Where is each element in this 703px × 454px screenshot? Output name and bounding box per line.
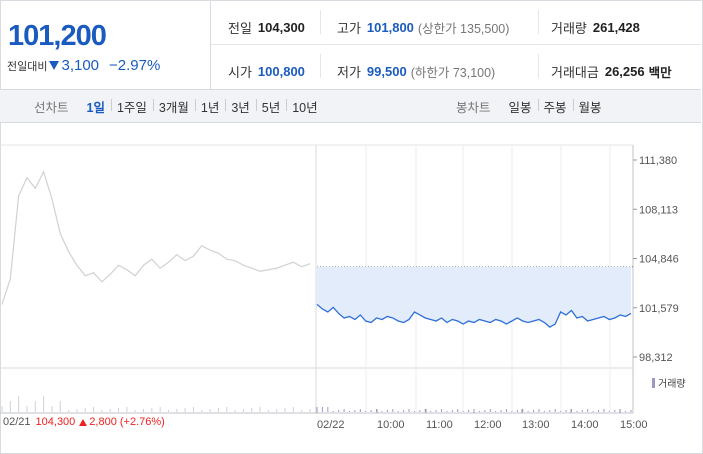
stats-separator [320,54,321,78]
stat-open: 시가 100,800 [228,63,305,80]
x-tick-label: 11:00 [426,419,453,431]
y-tick-label: 111,380 [639,155,677,167]
prev-day-close: 104,300 [35,416,76,428]
stat-amount: 거래대금 26,256 백만 [551,63,672,80]
line-chart-periods: 선차트 1일 1주일 3개월 1년 3년 5년 10년 [34,90,324,122]
price-change-row: 전일대비 3,100 −2.97% [7,57,160,74]
stat-low: 저가 99,500 (하한가 73,100) [337,63,496,80]
price-box: 101,200 전일대비 3,100 −2.97% [0,0,211,89]
x-tick-label: 12:00 [474,419,502,431]
up-arrow-icon [79,418,88,426]
candle-chart-periods: 봉차트 일봉 주봉 월봉 [456,90,608,122]
price-area-fill [317,266,631,328]
volume-legend: 거래량 [652,375,686,390]
prev-day-change: 2,800 (+2.76%) [89,416,165,428]
x-tick-label: 15:00 [620,419,648,431]
y-tick-label: 98,312 [639,352,673,364]
candle-daily[interactable]: 일봉 [508,100,532,115]
price-chart-svg: 111,380 108,113 104,846 101,579 98,312 02/22 1… [0,144,679,431]
change-rate: −2.97% [109,57,161,74]
stats-table: 전일 104,300 고가 101,800 (상한가 135,500) 거래량 … [211,0,701,89]
y-tick-label: 104,846 [639,254,679,266]
period-5y[interactable]: 5년 [255,97,286,116]
change-label: 전일대비 [7,60,48,73]
period-1y[interactable]: 1년 [194,97,225,116]
stats-separator [320,10,321,34]
stat-volume: 거래량 261,428 [551,19,640,36]
prev-day-date: 02/21 [3,416,31,428]
quote-summary: 101,200 전일대비 3,100 −2.97% 전일 104,300 고가 … [0,0,701,90]
volume-swatch [652,377,655,388]
period-10y[interactable]: 10년 [286,97,323,116]
stats-separator [538,10,539,34]
stats-separator [538,54,539,78]
price-chart: 111,380 108,113 104,846 101,579 98,312 02/22 1… [0,123,703,454]
y-tick-label: 108,113 [639,204,678,216]
prev-day-price-line [1,170,311,305]
current-price: 101,200 [8,20,107,52]
line-chart-label: 선차트 [34,100,69,115]
x-tick-label: 13:00 [522,419,550,431]
today-price-line [316,303,632,328]
x-tick-label: 02/22 [317,419,345,431]
stat-high: 고가 101,800 (상한가 135,500) [337,19,510,36]
candle-weekly[interactable]: 주봉 [537,97,573,116]
x-tick-label: 10:00 [377,419,405,431]
x-tick-label: 14:00 [571,419,599,431]
period-3y[interactable]: 3년 [225,97,255,116]
candle-chart-label: 봉차트 [456,100,491,115]
stat-prev-close: 전일 104,300 [228,19,305,36]
chart-toolbar: 선차트 1일 1주일 3개월 1년 3년 5년 10년 봉차트 일봉 주봉 월봉 [0,90,701,123]
down-arrow-icon [49,61,60,70]
change-value: 3,100 [61,57,100,74]
candle-monthly[interactable]: 월봉 [572,97,608,116]
period-1d[interactable]: 1일 [86,100,105,115]
period-3m[interactable]: 3개월 [152,97,195,116]
period-1w[interactable]: 1주일 [110,97,153,116]
stats-divider [211,44,701,45]
prev-day-summary: 02/21 104,300 2,800 (+2.76%) [3,416,165,428]
y-tick-label: 101,579 [639,303,679,315]
